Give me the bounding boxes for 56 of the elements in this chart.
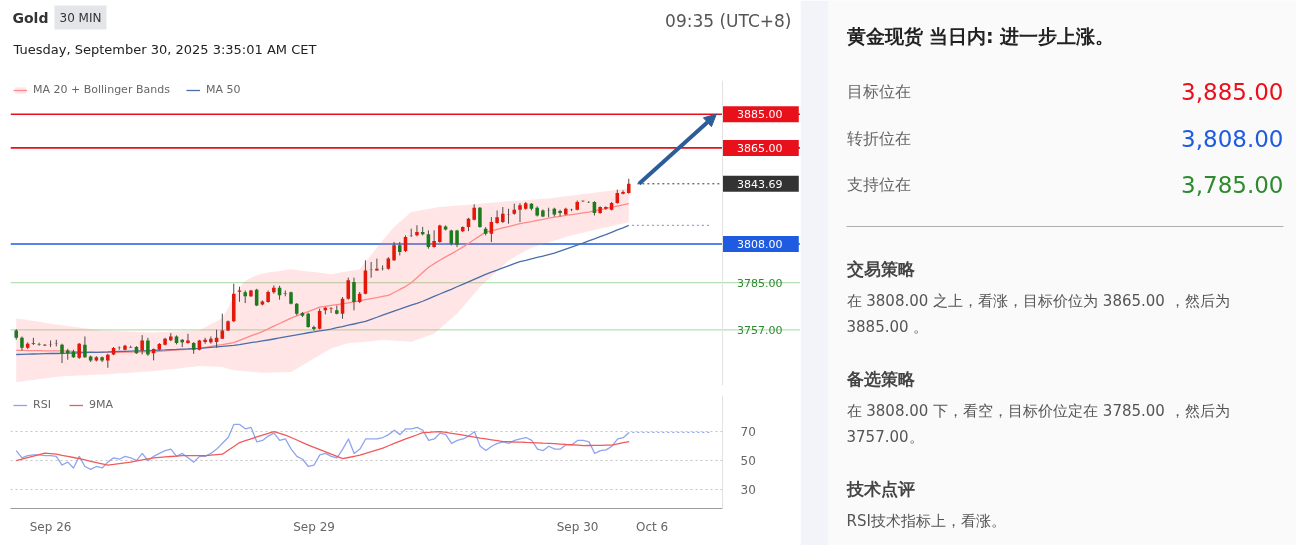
candlestick — [220, 313, 225, 340]
text: 技术点评 — [845, 478, 915, 499]
x-tick-label: Sep 29 — [293, 519, 335, 534]
legend-label: MA 20 + Bollinger Bands — [33, 83, 170, 96]
candlestick — [478, 206, 482, 229]
text: RSI技术指标上，看涨。 — [846, 511, 1006, 530]
y-tick-label: 3885.00 — [737, 108, 783, 122]
x-tick-label: Sep 26 — [29, 519, 72, 534]
candlestick — [203, 337, 207, 345]
category-label: 转折位在 — [846, 128, 911, 148]
candlestick — [346, 277, 351, 301]
y-tick-label: 3865.00 — [737, 141, 783, 155]
candlestick — [518, 202, 522, 223]
chart-title: Gold — [12, 9, 49, 26]
candlestick — [495, 209, 499, 225]
candlestick — [392, 241, 396, 262]
y-tick-label: 70 — [740, 425, 756, 440]
data-label: 3,885.00 — [1181, 79, 1284, 105]
text: 09:35 (UTC+8) — [665, 10, 792, 31]
text: 在 3808.00 下，看空，目标价位定在 3785.00 ，然后为 3757.00。 — [846, 401, 1230, 446]
line-series — [15, 224, 630, 356]
data-label: 3,808.00 — [1181, 125, 1284, 152]
y-tick-label: 3843.69 — [737, 177, 783, 191]
y-tick-label: 3808.00 — [737, 237, 783, 251]
candlestick — [621, 189, 625, 195]
y-tick-label: 3785.00 — [737, 276, 783, 290]
text: 在 3808.00 之上，看涨，目标价位为 3865.00 ，然后为 3885.00 。 — [846, 291, 1230, 336]
y-tick-label: 3757.00 — [737, 323, 783, 337]
candlestick — [146, 337, 150, 357]
legend-label: MA 50 — [205, 83, 241, 96]
text: 备选策略 — [845, 368, 916, 389]
legend-label: 9MA — [89, 398, 114, 411]
candlestick — [140, 334, 144, 355]
x-tick-label: Sep 30 — [556, 519, 599, 534]
x-tick-label: Oct 6 — [635, 519, 669, 534]
line-series — [15, 430, 630, 466]
chart-subtitle: Tuesday, September 30, 2025 3:35:01 AM CET — [12, 42, 317, 57]
legend-label: RSI — [33, 398, 52, 411]
candlestick — [432, 229, 436, 249]
text: 黄金现货 当日内: 进一步上涨。 — [845, 24, 1115, 47]
candlestick — [209, 335, 213, 345]
candlestick — [558, 209, 562, 217]
category-label: 目标位在 — [846, 82, 911, 101]
y-tick-label: 50 — [740, 454, 756, 469]
candlestick — [83, 335, 87, 359]
candlestick — [60, 343, 64, 364]
candlestick — [415, 224, 419, 237]
candlestick — [329, 306, 333, 314]
candlestick — [604, 205, 608, 211]
text: 30 MIN — [59, 10, 102, 25]
candlestick — [352, 277, 356, 311]
y-tick-label: 30 — [740, 483, 756, 498]
candlestick — [312, 325, 316, 332]
data-label: 3,785.00 — [1181, 172, 1284, 198]
category-label: 支持位在 — [846, 175, 911, 194]
text: 交易策略 — [845, 258, 916, 279]
